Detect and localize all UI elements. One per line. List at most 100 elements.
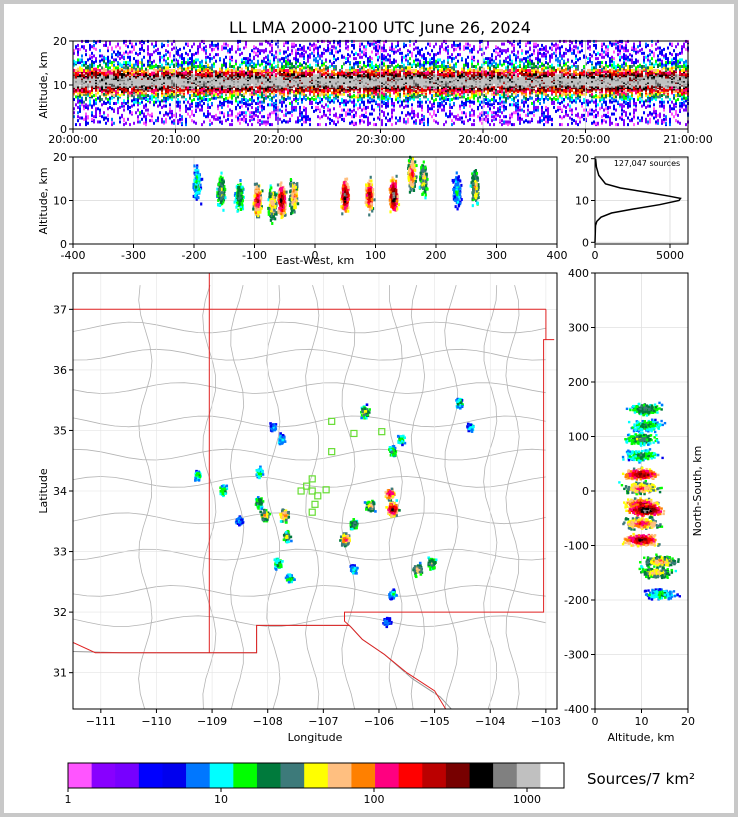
density-cell xyxy=(397,78,399,82)
density-cell xyxy=(91,51,93,55)
density-cell xyxy=(393,66,395,70)
density-cell xyxy=(151,112,153,116)
density-cell xyxy=(137,120,139,124)
density-cell xyxy=(423,57,425,61)
density-cell xyxy=(209,66,211,70)
density-cell xyxy=(193,53,195,57)
density-cell xyxy=(363,103,365,107)
density-cell xyxy=(179,47,181,51)
density-cell xyxy=(265,61,267,65)
density-cell xyxy=(385,58,387,62)
density-cell xyxy=(223,71,225,75)
density-cell xyxy=(365,51,367,55)
density-cell xyxy=(333,61,335,65)
density-cell xyxy=(291,51,293,55)
density-cell xyxy=(203,65,205,69)
density-cell xyxy=(415,54,417,58)
density-cell xyxy=(303,45,305,49)
density-cell xyxy=(403,55,405,59)
density-cell xyxy=(81,54,83,58)
density-cell xyxy=(231,112,233,116)
density-cell xyxy=(369,87,371,91)
density-cell xyxy=(297,51,299,55)
density-cell xyxy=(229,47,231,51)
density-cell xyxy=(303,115,305,119)
density-cell xyxy=(203,120,205,124)
density-cell xyxy=(375,68,377,72)
density-cell xyxy=(417,46,419,50)
density-cell xyxy=(149,72,151,76)
density-cell xyxy=(321,98,323,102)
density-cell xyxy=(427,123,429,127)
density-cell xyxy=(371,98,373,102)
density-cell xyxy=(343,87,345,91)
density-cell xyxy=(269,59,271,63)
density-cell xyxy=(103,43,105,47)
density-cell xyxy=(323,109,325,113)
density-cell xyxy=(417,91,419,95)
density-cell xyxy=(329,121,331,125)
density-cell xyxy=(99,98,101,102)
density-cell xyxy=(159,55,161,59)
density-cell xyxy=(293,98,295,102)
density-cell xyxy=(217,74,219,78)
density-cell xyxy=(239,86,241,90)
density-cell xyxy=(79,58,81,62)
density-cell xyxy=(429,42,431,46)
density-cell xyxy=(155,78,157,82)
density-cell xyxy=(433,119,435,123)
density-cell xyxy=(315,43,317,47)
density-cell xyxy=(205,61,207,65)
density-cell xyxy=(235,92,237,96)
density-cell xyxy=(351,43,353,47)
density-cell xyxy=(341,65,343,69)
density-cell xyxy=(365,115,367,119)
density-cell xyxy=(89,94,91,98)
density-cell xyxy=(345,101,347,105)
density-cell xyxy=(285,59,287,63)
density-cell xyxy=(403,45,405,49)
density-cell xyxy=(157,72,159,76)
density-cell xyxy=(267,95,269,99)
density-cell xyxy=(437,65,439,69)
density-cell xyxy=(297,47,299,51)
density-cell xyxy=(91,104,93,108)
density-cell xyxy=(335,46,337,50)
density-cell xyxy=(129,67,131,71)
density-cell xyxy=(253,55,255,59)
density-cell xyxy=(215,113,217,117)
density-cell xyxy=(95,71,97,75)
density-cell xyxy=(163,98,165,102)
density-cell xyxy=(287,96,289,100)
density-cell xyxy=(257,86,259,90)
density-cell xyxy=(421,82,423,86)
density-cell xyxy=(377,95,379,99)
density-cell xyxy=(167,57,169,61)
density-cell xyxy=(395,45,397,49)
density-cell xyxy=(107,46,109,50)
density-cell xyxy=(139,41,141,45)
density-cell xyxy=(261,115,263,119)
density-cell xyxy=(197,65,199,69)
density-cell xyxy=(141,96,143,100)
density-cell xyxy=(211,74,213,78)
density-cell xyxy=(135,92,137,96)
density-cell xyxy=(161,66,163,70)
density-cell xyxy=(227,90,229,94)
density-cell xyxy=(333,94,335,98)
density-cell xyxy=(361,50,363,54)
density-cell xyxy=(245,113,247,117)
density-cell xyxy=(133,68,135,72)
density-cell xyxy=(111,117,113,121)
density-cell xyxy=(263,96,265,100)
density-cell xyxy=(123,55,125,59)
density-cell xyxy=(409,66,411,70)
density-cell xyxy=(297,116,299,120)
density-cell xyxy=(213,70,215,74)
density-cell xyxy=(367,120,369,124)
density-cell xyxy=(159,103,161,107)
density-cell xyxy=(245,66,247,70)
density-cell xyxy=(241,70,243,74)
density-cell xyxy=(409,43,411,47)
density-cell xyxy=(367,90,369,94)
